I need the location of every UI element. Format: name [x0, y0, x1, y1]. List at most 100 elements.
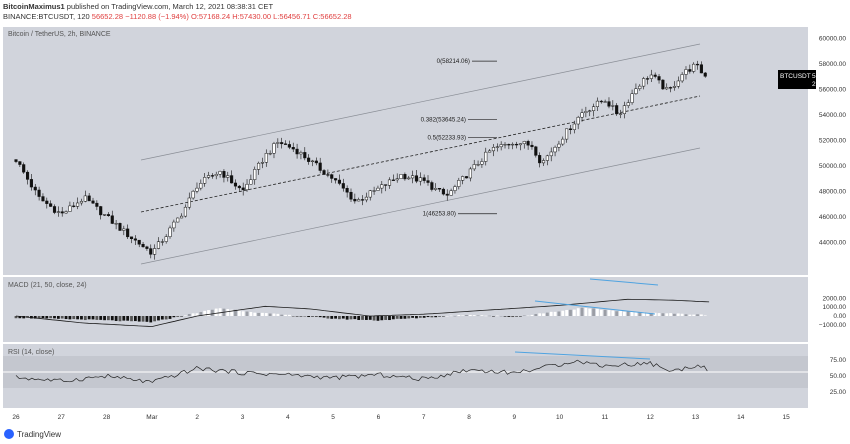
- macd-bar: [503, 316, 507, 317]
- candle-body: [457, 180, 461, 187]
- ohlc-close: C:56652.28: [312, 12, 352, 21]
- time-axis-label: 3: [241, 414, 245, 421]
- macd-axis[interactable]: 2000.00 1000.00 0.00 −1000.00: [819, 295, 847, 328]
- macd-bar: [141, 316, 145, 322]
- macd-line-group: [15, 298, 710, 328]
- candle-body: [106, 214, 110, 216]
- candle-body: [129, 236, 134, 240]
- rsi-axis-label: 25.00: [830, 389, 847, 396]
- macd-bar: [338, 316, 341, 320]
- time-axis-label: 2: [195, 414, 199, 421]
- candle-body: [438, 188, 442, 190]
- macd-bar: [191, 313, 195, 316]
- macd-bar: [445, 315, 449, 317]
- candle-body: [607, 101, 611, 107]
- macd-bar: [80, 316, 83, 320]
- candle-body: [649, 74, 653, 79]
- macd-bar: [476, 315, 480, 317]
- candle-body: [29, 179, 33, 188]
- time-axis[interactable]: 26 27 28 Mar 2 3 4 5 6 7 8 9 10 11 12 13 14 15: [12, 414, 790, 421]
- tradingview-logo-icon: [4, 429, 14, 439]
- candle-body: [191, 190, 195, 199]
- macd-bar: [199, 312, 203, 316]
- macd-bar: [361, 316, 364, 320]
- candle-body: [407, 177, 411, 180]
- candle-body: [322, 170, 326, 175]
- candle-body: [426, 180, 430, 183]
- candle-body: [180, 215, 184, 219]
- macd-line: [15, 298, 710, 328]
- macd-bar: [611, 310, 615, 316]
- macd-panel[interactable]: [3, 277, 808, 342]
- macd-bar: [399, 316, 403, 319]
- tradingview-logo[interactable]: TradingView: [4, 429, 61, 439]
- published-text: published on TradingView.com, March 12, …: [66, 2, 274, 11]
- macd-bar: [642, 312, 646, 316]
- macd-bar: [403, 316, 407, 319]
- price-tag-value: 56652.28: [812, 73, 839, 80]
- time-axis-label: 9: [512, 414, 516, 421]
- macd-bar: [133, 316, 137, 322]
- price-panel[interactable]: [3, 27, 808, 275]
- macd-bar: [545, 312, 549, 316]
- macd-bar: [168, 316, 172, 319]
- macd-bar: [607, 310, 611, 316]
- macd-bar: [495, 315, 499, 317]
- macd-bar: [353, 316, 357, 320]
- candle-body: [245, 183, 249, 191]
- macd-bar: [519, 316, 522, 317]
- time-axis-label: 28: [103, 414, 111, 421]
- candle-body: [515, 143, 519, 146]
- candle-body: [357, 199, 361, 202]
- macd-bar: [418, 316, 422, 318]
- fib-levels: 0(58214.06) 0.382(53645.24) 0.5(52233.93) 1…: [421, 58, 497, 218]
- candle-body: [403, 174, 407, 180]
- candle-body: [272, 143, 276, 154]
- candle-body: [68, 205, 72, 212]
- candle-body: [257, 162, 261, 170]
- macd-bar: [411, 316, 415, 318]
- chart-svg[interactable]: 0(58214.06) 0.382(53645.24) 0.5(52233.93) 1…: [0, 24, 850, 428]
- candle-body: [630, 93, 634, 103]
- macd-bar: [249, 312, 253, 316]
- chart-area[interactable]: 0(58214.06) 0.382(53645.24) 0.5(52233.93) 1…: [0, 24, 850, 428]
- price-axis[interactable]: 60000.00 58000.00 56000.00 54000.00 52000.00…: [819, 35, 846, 246]
- candle-body: [703, 72, 707, 77]
- candle-body: [695, 63, 700, 66]
- candle-body: [449, 190, 453, 196]
- macd-bar: [380, 316, 384, 321]
- macd-bar: [49, 316, 53, 319]
- time-axis-label: 14: [737, 414, 745, 421]
- candle-body: [280, 142, 284, 145]
- macd-bar: [237, 310, 241, 316]
- candle-body: [260, 162, 264, 164]
- macd-bar: [53, 316, 56, 319]
- rsi-axis-label: 75.00: [830, 357, 847, 364]
- current-price-tag: BTCUSDT 56652.28 21:31: [778, 70, 839, 89]
- author-name[interactable]: BitcoinMaximus1: [3, 2, 65, 11]
- macd-bar: [426, 316, 430, 318]
- symbol-line: BINANCE:BTCUSDT, 120: [3, 12, 90, 21]
- price-axis-label: 52000.00: [819, 137, 846, 144]
- rsi-axis[interactable]: 75.00 50.00 25.00: [830, 357, 847, 396]
- macd-bar: [107, 316, 110, 321]
- candle-body: [364, 196, 368, 201]
- candle-body: [330, 174, 334, 179]
- macd-bar: [376, 316, 380, 321]
- channel-lines: [140, 43, 701, 265]
- price-axis-label: 46000.00: [819, 214, 846, 221]
- macd-bar: [638, 311, 642, 316]
- macd-bar: [407, 316, 411, 319]
- candle-body: [511, 143, 515, 146]
- macd-bar: [314, 316, 318, 318]
- candle-body: [411, 175, 415, 179]
- macd-bar: [388, 316, 391, 321]
- channel-mid-dashed-line: [140, 95, 701, 213]
- candle-body: [133, 238, 137, 241]
- candle-body: [576, 116, 580, 125]
- macd-bar: [157, 316, 160, 321]
- candle-body: [14, 159, 18, 162]
- macd-bar: [122, 316, 126, 321]
- macd-bar: [114, 316, 118, 321]
- candle-body: [391, 179, 395, 181]
